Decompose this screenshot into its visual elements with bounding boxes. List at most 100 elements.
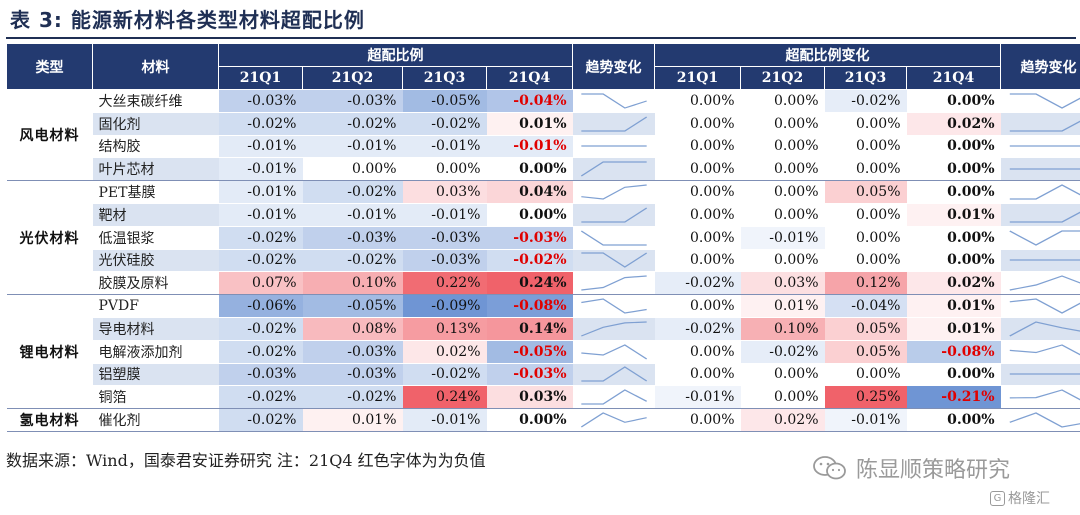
ratio-cell: 0.08% [302,316,403,341]
sparkline [580,321,647,337]
ratio-trend-cell [572,248,655,273]
change-cell: 0.01% [906,202,1001,227]
change-cell: 0.00% [740,202,825,227]
change-cell: 0.00% [906,89,1001,113]
change-cell: 0.02% [740,408,825,432]
change-cell: 0.00% [654,225,741,250]
ratio-cell: 0.14% [486,316,573,341]
change-trend-cell [1000,180,1080,204]
header-change-q3: 21Q3 [824,66,907,90]
change-cell: 0.00% [906,225,1001,250]
sparkline [1009,93,1080,109]
sparkline-path [580,366,647,383]
ratio-cell: -0.03% [302,89,403,113]
change-cell: -0.02% [824,89,907,113]
header-ratio-q4: 21Q4 [486,66,573,90]
watermark-text: 陈显顺策略研究 [856,458,1011,483]
ratio-cell: -0.02% [218,248,303,273]
change-cell: 0.00% [654,89,741,113]
change-cell: 0.00% [906,134,1001,159]
ratio-cell: 0.00% [402,157,487,182]
watermark: 陈显顺策略研究 [812,452,1010,484]
ratio-cell: 0.01% [486,111,573,136]
change-trend-cell [1000,362,1080,387]
table-row: 叶片芯材 -0.01% 0.00% 0.00% 0.00% 0.00% 0.00% 0.00%… [7,157,1080,182]
sparkline [1008,230,1080,246]
watermark-secondary: G 格隆汇 [990,488,1050,508]
sparkline-path [1009,184,1080,200]
category-cell: 锂电材料 [6,294,93,410]
sparkline-path [580,412,647,428]
ratio-cell: 0.00% [486,202,573,227]
ratio-cell: 0.10% [302,271,403,296]
ratio-trend-cell [572,202,655,227]
ratio-cell: -0.05% [402,89,487,113]
ratio-cell: -0.02% [218,316,303,341]
ratio-cell: -0.03% [486,362,573,387]
change-trend-cell [1000,248,1080,273]
sparkline-path [580,184,647,200]
ratio-cell: 0.07% [218,271,303,296]
change-cell: 0.00% [906,362,1001,387]
change-cell: -0.01% [740,225,825,250]
table-row: 靶材 -0.01% -0.01% -0.01% 0.00% 0.00% 0.00% 0.00%… [7,202,1080,227]
change-trend-cell [1000,385,1080,410]
change-cell: -0.01% [824,408,907,432]
ratio-cell: 0.00% [302,157,403,182]
ratio-cell: 0.03% [402,180,487,204]
ratio-cell: -0.03% [402,225,487,250]
material-cell: PVDF [92,294,219,318]
ratio-trend-cell [572,316,655,341]
ratio-cell: -0.03% [486,225,573,250]
material-cell: 胶膜及原料 [92,271,219,296]
sparkline-path [580,116,647,132]
sparkline-path [1009,275,1080,291]
ratio-trend-cell [572,362,655,387]
change-cell: 0.12% [824,271,907,296]
change-trend-cell [1000,202,1080,227]
ratio-cell: 0.24% [402,385,487,410]
change-cell: 0.10% [740,316,825,341]
sparkline-path [1009,120,1080,132]
change-trend-cell [1000,111,1080,136]
sparkline [580,275,647,291]
ratio-cell: -0.01% [218,202,303,227]
change-trend-cell [1000,294,1080,318]
table-row: 铜箔 -0.02% -0.02% 0.24% 0.03% -0.01% 0.00% 0.25%… [7,385,1080,410]
ratio-cell: 0.13% [402,316,487,341]
ratio-cell: -0.02% [402,362,487,387]
ratio-cell: -0.02% [218,408,303,432]
change-cell: 0.00% [740,111,825,136]
material-cell: 结构胶 [92,134,219,159]
change-cell: 0.02% [906,111,1001,136]
sparkline-path [1008,230,1080,246]
ratio-cell: -0.08% [486,294,573,318]
change-cell: 0.00% [740,362,825,387]
header-ratio-group: 超配比例 [218,43,573,67]
source-note: 数据来源：Wind，国泰君安证券研究 注：21Q4 红色字体为为负值 [6,451,486,470]
header-change-q4: 21Q4 [906,66,1001,90]
table-title: 表 3: 能源新材料各类型材料超配比例 [10,8,365,32]
sparkline [580,207,647,223]
change-cell: -0.02% [654,271,741,296]
sparkline [580,145,647,148]
sparkline-path [580,321,647,337]
change-cell: 0.00% [906,180,1001,204]
ratio-trend-cell [572,134,655,159]
table-row: 胶膜及原料 0.07% 0.10% 0.22% 0.24% -0.02% 0.03% 0.12… [7,271,1080,296]
header-type: 类型 [6,43,93,90]
change-trend-cell [1000,271,1080,296]
ratio-cell: -0.01% [402,408,487,432]
ratio-cell: -0.03% [302,362,403,387]
ratio-cell: 0.24% [486,271,573,296]
ratio-cell: -0.02% [302,111,403,136]
sparkline [1009,259,1080,262]
sparkline [1008,321,1080,337]
watermark-secondary-text: 格隆汇 [1008,491,1050,507]
ratio-cell: -0.03% [218,362,303,387]
sparkline-path [580,298,647,314]
category-cell: 风电材料 [6,88,93,182]
sparkline [580,366,647,383]
ratio-cell: 0.00% [486,157,573,182]
change-cell: 0.01% [740,294,825,318]
